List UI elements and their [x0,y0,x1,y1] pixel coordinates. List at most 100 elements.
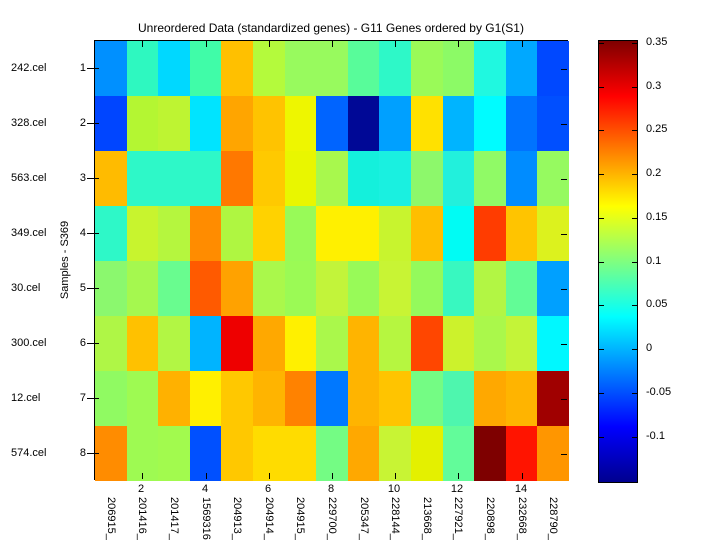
heatmap-cell [127,41,158,96]
heatmap-cell [158,261,190,316]
x-tick-number: 10 [387,483,401,495]
heatmap-cell [285,151,316,206]
y-tick-mark [87,288,99,289]
y-tick-mark [87,233,99,234]
sample-label: 349.cel [11,227,47,239]
colorbar-tick-mark [632,174,637,175]
heatmap-cell [474,261,506,316]
x-tick-mark [395,473,396,479]
heatmap-cell [443,371,474,426]
heatmap-cell [253,261,285,316]
heatmap-cell [95,41,127,96]
x-tick-mark [142,473,143,479]
heatmap-cell [411,371,443,426]
heatmap-cell [95,96,127,151]
gene-label: 204914_ [263,497,275,540]
heatmap-cell [190,151,221,206]
heatmap-cell [190,316,221,371]
heatmap-cell [379,426,411,481]
heatmap-cell [443,316,474,371]
heatmap-cell [316,426,348,481]
heatmap-plot-area [94,40,569,481]
row-number-label: 1 [79,62,86,74]
sample-label: 563.cel [11,172,47,184]
heatmap-cell [316,206,348,261]
heatmap-cell [158,206,190,261]
x-tick-number: 6 [264,483,272,495]
y-tick-mark [87,178,99,179]
heatmap-cell [506,151,537,206]
y-tick-mark [561,454,567,455]
gene-label: 201417_ [168,497,180,540]
heatmap-cell [285,371,316,426]
y-tick-mark [561,234,567,235]
heatmap-cell [506,316,537,371]
colorbar-tick-mark [599,349,604,350]
heatmap-cell [253,426,285,481]
gene-label: 205347_ [358,497,370,540]
heatmap-cell [537,261,569,316]
heatmap-cell [506,371,537,426]
heatmap-cell [474,316,506,371]
heatmap-cell [537,96,569,151]
y-tick-mark [561,344,567,345]
colorbar-tick-label: 0.1 [646,255,662,267]
gene-label: 201416_ [136,497,148,540]
heatmap-cell [379,316,411,371]
heatmap-cell [379,96,411,151]
x-tick-mark [332,473,333,479]
heatmap-cell [285,261,316,316]
heatmap-cell [443,261,474,316]
heatmap-cell [537,316,569,371]
heatmap-cell [506,206,537,261]
sample-label: 30.cel [11,282,41,294]
gene-label: 213668_ [421,497,433,540]
heatmap-cell [474,371,506,426]
heatmap-cell [158,41,190,96]
heatmap-cell [190,261,221,316]
heatmap-cell [221,426,253,481]
heatmap-cell [379,261,411,316]
heatmap-cell [158,371,190,426]
y-tick-mark [561,289,567,290]
gene-label: 229700_ [326,497,338,540]
x-tick-mark [269,473,270,479]
x-tick-mark [522,473,523,479]
y-tick-mark [87,398,99,399]
colorbar-tick-mark [632,305,637,306]
colorbar-tick-label: -0.05 [646,386,672,398]
heatmap-cell [127,371,158,426]
row-number-label: 8 [79,447,86,459]
heatmap-cell [316,316,348,371]
heatmap-cell [158,316,190,371]
sample-label: 300.cel [11,337,47,349]
heatmap-cell [537,206,569,261]
colorbar-tick-label: 0.25 [646,123,668,135]
colorbar-tick-label: 0.05 [646,298,668,310]
heatmap-cell [190,371,221,426]
chart-title: Unreordered Data (standardized genes) - … [138,21,524,35]
heatmap-cell [95,426,127,481]
colorbar-tick-mark [599,305,604,306]
colorbar-tick-mark [632,43,637,44]
colorbar-tick-mark [632,349,637,350]
heatmap-cell [221,96,253,151]
x-tick-number: 8 [327,483,335,495]
heatmap-cell [221,151,253,206]
heatmap-cell [127,316,158,371]
row-number-label: 2 [79,117,86,129]
x-tick-mark [206,473,207,479]
colorbar-tick-mark [632,393,637,394]
heatmap-cell [537,41,569,96]
heatmap-cell [411,96,443,151]
heatmap-cell [443,151,474,206]
row-number-label: 3 [79,172,86,184]
colorbar-tick-label: 0.2 [646,167,662,179]
heatmap-cell [127,151,158,206]
heatmap-cell [221,206,253,261]
x-tick-mark [458,473,459,479]
heatmap-cell [127,426,158,481]
heatmap-cell [474,96,506,151]
heatmap-cell [190,426,221,481]
